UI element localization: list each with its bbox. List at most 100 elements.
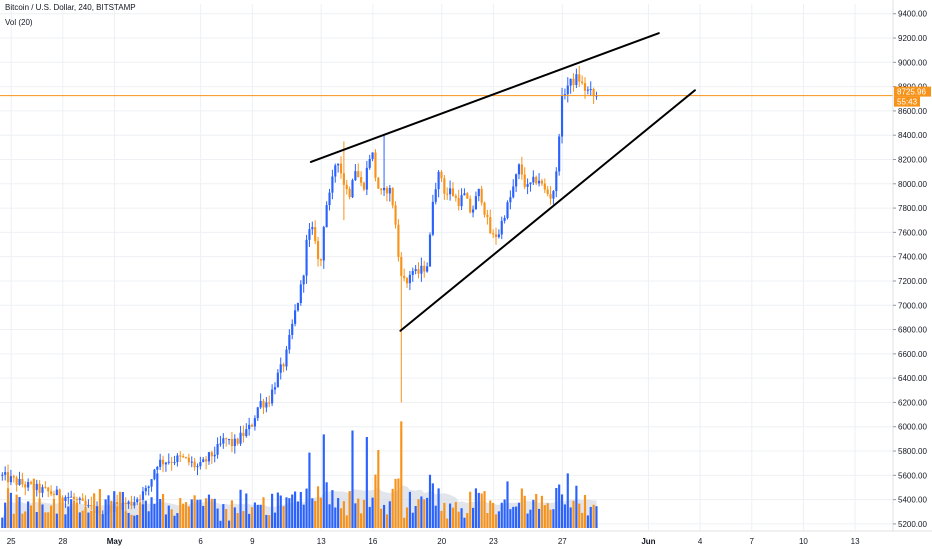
- candle-body: [537, 180, 541, 184]
- volume-bar: [486, 513, 489, 528]
- price-tick-label: 6000.00: [898, 423, 927, 432]
- volume-bar: [81, 510, 84, 528]
- volume-bar: [273, 512, 277, 528]
- candle-body: [466, 193, 469, 199]
- candle-body: [408, 274, 411, 284]
- candle-body: [540, 180, 544, 184]
- trendline-upper[interactable]: [309, 32, 660, 163]
- candle-body: [380, 188, 383, 191]
- candle-body: [170, 461, 173, 463]
- volume-bar: [216, 508, 219, 528]
- candle-body: [506, 202, 509, 218]
- volume-bar: [265, 514, 268, 528]
- volume-bar: [130, 514, 133, 528]
- candle-body: [164, 462, 167, 465]
- volume-bar: [474, 488, 477, 528]
- candle-body: [581, 81, 584, 84]
- candle-body: [296, 303, 300, 311]
- volume-bar: [463, 517, 466, 528]
- candle-body: [589, 88, 592, 90]
- candle-body: [1, 474, 4, 476]
- volume-bar: [127, 512, 130, 528]
- price-tick-label: 5200.00: [898, 520, 927, 529]
- trendline-lower[interactable]: [399, 89, 696, 332]
- volume-bar: [294, 491, 297, 528]
- volume-bar: [87, 512, 90, 528]
- candle-body: [569, 78, 572, 86]
- volume-bar: [563, 504, 566, 528]
- candle-body: [586, 89, 589, 91]
- candle-body: [549, 194, 552, 199]
- candle-body: [434, 189, 437, 202]
- candle-body: [150, 479, 153, 487]
- candle-body: [371, 152, 374, 159]
- volume-bar: [271, 493, 274, 528]
- candle-body: [337, 163, 340, 166]
- candle-body: [319, 258, 322, 261]
- time-axis[interactable]: 25 28 May 6 9 13 16 20 23 27 Jun 4 7 10 13: [0, 530, 932, 550]
- volume-bar: [199, 499, 202, 528]
- volume-bar: [322, 434, 325, 528]
- volume-bar: [543, 505, 546, 528]
- trendline-drawings[interactable]: [309, 32, 696, 332]
- candle-body: [305, 239, 308, 276]
- candle-body: [503, 217, 506, 221]
- candle-body: [196, 466, 199, 468]
- time-axis-background: [0, 531, 932, 550]
- candle-body: [236, 438, 239, 444]
- candle-body: [55, 489, 58, 496]
- candle-body: [357, 171, 360, 178]
- volume-bar: [451, 507, 455, 528]
- candle-body: [443, 178, 446, 194]
- volume-bar: [302, 504, 305, 528]
- candle-body: [302, 275, 305, 285]
- candle-body: [463, 193, 466, 196]
- candle-body: [431, 201, 434, 235]
- candle-body: [457, 197, 460, 207]
- candle-body: [517, 164, 521, 175]
- time-tick-label: 9: [250, 537, 255, 546]
- volume-bar: [494, 514, 498, 528]
- countdown-badge: [894, 96, 920, 107]
- volume-bar: [471, 507, 475, 528]
- time-tick-label: 7: [750, 537, 755, 546]
- volume-bar: [492, 502, 495, 528]
- candle-body: [78, 498, 81, 500]
- volume-bar: [1, 517, 4, 528]
- volume-bar: [233, 507, 236, 528]
- candle-body: [348, 188, 351, 198]
- candle-body: [52, 494, 56, 496]
- candle-body: [87, 505, 90, 507]
- volume-bar: [351, 430, 354, 528]
- candle-body: [291, 323, 294, 335]
- candle-body: [161, 459, 165, 465]
- volume-indicator-label: Vol (20): [5, 18, 33, 27]
- volume-bar: [179, 498, 182, 528]
- volume-bar: [339, 508, 343, 528]
- volume-bar: [27, 501, 30, 528]
- volume-bar: [139, 502, 142, 528]
- candle-body: [250, 424, 254, 427]
- volume-bar: [159, 498, 162, 528]
- volume-bar: [592, 504, 595, 528]
- volume-bar: [50, 505, 53, 528]
- volume-bar: [279, 495, 282, 528]
- candle-body: [405, 278, 409, 284]
- volume-bar: [15, 494, 18, 528]
- candle-body: [385, 187, 389, 194]
- candle-body: [394, 205, 397, 225]
- bar-countdown-label: 55:43: [897, 98, 918, 107]
- volume-bar: [368, 506, 371, 528]
- volume-bar: [437, 488, 440, 528]
- candle-body: [32, 483, 35, 491]
- volume-bar: [466, 513, 469, 528]
- candle-body: [38, 483, 41, 493]
- candle-body: [414, 269, 417, 272]
- volume-bar: [305, 488, 308, 528]
- candle-body: [90, 505, 93, 507]
- volume-bar: [517, 502, 521, 528]
- price-axis[interactable]: 5200.00 5400.00 5600.00 5800.00 6000.00 6200.…: [892, 0, 932, 550]
- candle-body: [563, 94, 566, 96]
- price-tick-label: 8400.00: [898, 131, 927, 140]
